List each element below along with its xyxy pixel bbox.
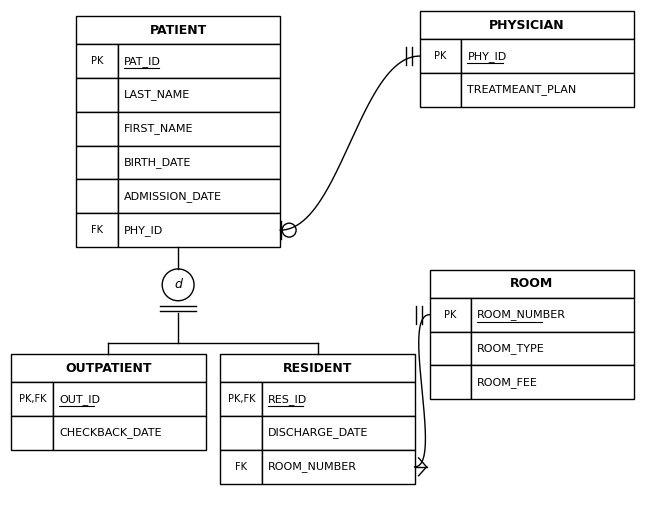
Bar <box>118 213 280 247</box>
Bar <box>262 416 415 450</box>
Bar <box>262 450 415 484</box>
Text: ROOM_NUMBER: ROOM_NUMBER <box>477 309 566 320</box>
Bar <box>420 73 462 107</box>
Bar <box>76 78 118 112</box>
Bar <box>53 382 206 416</box>
Bar <box>221 355 415 382</box>
Bar <box>76 146 118 179</box>
Bar <box>430 332 471 365</box>
Bar <box>118 78 280 112</box>
Text: ROOM_NUMBER: ROOM_NUMBER <box>268 461 357 472</box>
Text: PATIENT: PATIENT <box>150 24 207 37</box>
Bar <box>430 365 471 399</box>
Text: CHECKBACK_DATE: CHECKBACK_DATE <box>59 428 161 438</box>
Bar <box>76 16 280 44</box>
Text: ROOM: ROOM <box>510 277 553 290</box>
Bar <box>118 179 280 213</box>
Bar <box>53 416 206 450</box>
Text: PAT_ID: PAT_ID <box>124 56 161 66</box>
Text: PK: PK <box>90 56 103 66</box>
Text: RESIDENT: RESIDENT <box>283 362 352 375</box>
Text: PK,FK: PK,FK <box>18 394 46 404</box>
Bar <box>76 213 118 247</box>
Text: ROOM_FEE: ROOM_FEE <box>477 377 538 388</box>
Bar <box>430 270 633 298</box>
Text: LAST_NAME: LAST_NAME <box>124 89 190 100</box>
Bar <box>471 332 633 365</box>
Bar <box>118 44 280 78</box>
Bar <box>471 298 633 332</box>
Bar <box>430 298 471 332</box>
Bar <box>471 365 633 399</box>
Text: RES_ID: RES_ID <box>268 394 307 405</box>
Text: PHY_ID: PHY_ID <box>467 51 506 61</box>
Bar <box>76 44 118 78</box>
Bar <box>221 450 262 484</box>
Text: DISCHARGE_DATE: DISCHARGE_DATE <box>268 428 368 438</box>
Bar <box>11 355 206 382</box>
Text: ROOM_TYPE: ROOM_TYPE <box>477 343 545 354</box>
Text: PK,FK: PK,FK <box>228 394 255 404</box>
Text: PK: PK <box>444 310 456 320</box>
Text: PHY_ID: PHY_ID <box>124 225 163 236</box>
Text: FK: FK <box>91 225 103 235</box>
Bar <box>118 146 280 179</box>
Bar <box>462 39 633 73</box>
Text: PK: PK <box>434 51 447 61</box>
Bar <box>221 382 262 416</box>
Text: d: d <box>174 278 182 291</box>
Text: OUTPATIENT: OUTPATIENT <box>65 362 152 375</box>
Text: PHYSICIAN: PHYSICIAN <box>489 19 564 32</box>
Bar <box>221 416 262 450</box>
Bar <box>262 382 415 416</box>
Bar <box>118 112 280 146</box>
Text: FIRST_NAME: FIRST_NAME <box>124 123 193 134</box>
Bar <box>420 11 633 39</box>
Bar <box>11 416 53 450</box>
Bar <box>76 179 118 213</box>
Text: BIRTH_DATE: BIRTH_DATE <box>124 157 191 168</box>
Text: OUT_ID: OUT_ID <box>59 394 100 405</box>
Bar <box>420 39 462 73</box>
Text: TREATMEANT_PLAN: TREATMEANT_PLAN <box>467 84 577 96</box>
Text: FK: FK <box>236 462 247 472</box>
Text: ADMISSION_DATE: ADMISSION_DATE <box>124 191 222 202</box>
Bar <box>462 73 633 107</box>
Bar <box>76 112 118 146</box>
Bar <box>11 382 53 416</box>
